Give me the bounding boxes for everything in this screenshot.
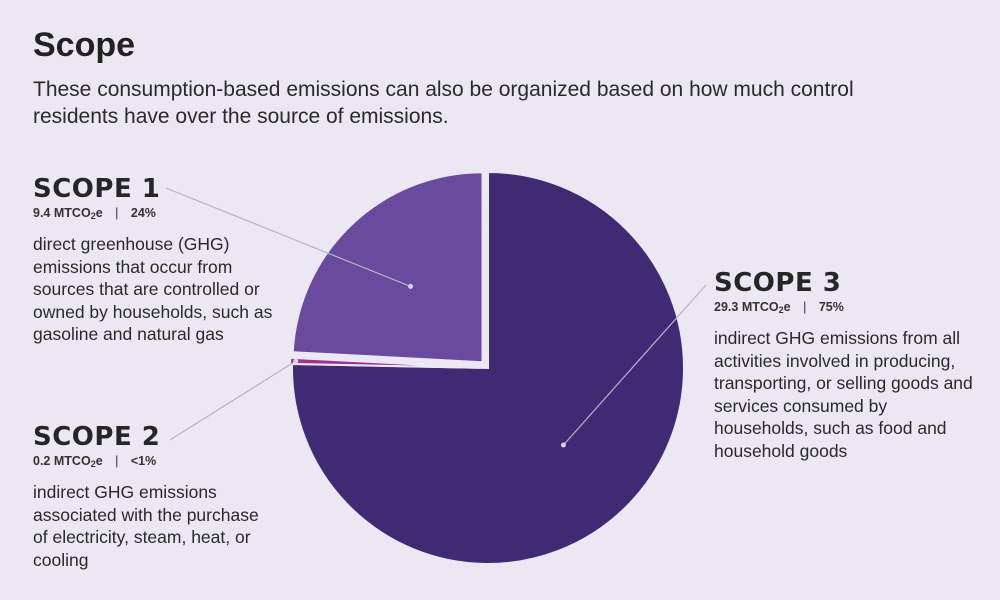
leader-dot-scope-2 (293, 358, 299, 364)
separator: | (803, 300, 807, 314)
scope-2-percent: <1% (130, 454, 157, 468)
scope-3-callout: SCOPE 3 29.3 MTCO2e | 75% indirect GHG e… (714, 268, 984, 462)
leader-line-scope-1 (165, 187, 411, 287)
scope-1-value: 9.4 (33, 206, 51, 220)
scope-1-heading: SCOPE 1 (33, 174, 161, 204)
leader-dot-scope-3 (560, 442, 566, 448)
scope-1-callout: SCOPE 1 9.4 MTCO2e | 24% direct greenhou… (33, 174, 273, 346)
scope-1-stats: 9.4 MTCO2e | 24% (33, 206, 273, 221)
separator: | (115, 454, 119, 468)
scope-3-percent: 75% (818, 300, 844, 314)
pie-slice-scope-3 (291, 170, 685, 565)
scope-3-heading: SCOPE 3 (714, 268, 842, 298)
page-subtitle: These consumption-based emissions can al… (33, 78, 854, 128)
scope-1-percent: 24% (130, 206, 156, 220)
pie-slice-scope-2 (289, 356, 481, 369)
scope-1-description: direct greenhouse (GHG) emissions that o… (33, 234, 273, 344)
scope-2-callout: SCOPE 2 0.2 MTCO2e | <1% indirect GHG em… (33, 422, 273, 571)
scope-3-value: 29.3 (714, 300, 739, 314)
scope-3-description: indirect GHG emissions from all activiti… (714, 328, 973, 461)
pie-slice-scope-1 (291, 171, 484, 364)
scope-1-unit: MTCO2e (53, 206, 103, 221)
leader-line-scope-3 (563, 284, 707, 446)
scope-3-stats: 29.3 MTCO2e | 75% (714, 300, 984, 315)
separator: | (115, 206, 119, 220)
scope-2-value: 0.2 (33, 454, 51, 468)
scope-3-unit: MTCO2e (741, 300, 791, 315)
leader-dot-scope-1 (408, 283, 414, 289)
leader-line-scope-2 (169, 360, 297, 441)
page-title: Scope (33, 26, 136, 64)
scope-2-heading: SCOPE 2 (33, 422, 161, 452)
scope-2-stats: 0.2 MTCO2e | <1% (33, 454, 273, 469)
scope-2-description: indirect GHG emissions associated with t… (33, 482, 259, 570)
scope-2-unit: MTCO2e (53, 454, 103, 469)
